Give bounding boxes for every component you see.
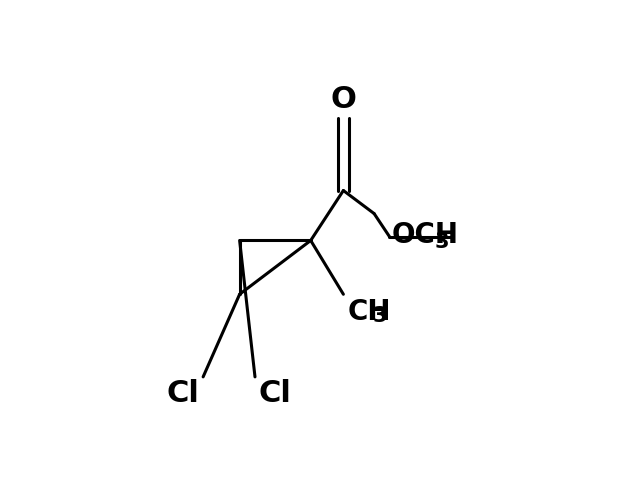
- Text: O: O: [330, 85, 356, 114]
- Text: Cl: Cl: [166, 379, 199, 408]
- Text: CH: CH: [348, 298, 390, 326]
- Text: OCH: OCH: [392, 221, 458, 249]
- Text: Cl: Cl: [259, 379, 292, 408]
- Text: 3: 3: [435, 233, 449, 252]
- Text: 3: 3: [373, 306, 387, 326]
